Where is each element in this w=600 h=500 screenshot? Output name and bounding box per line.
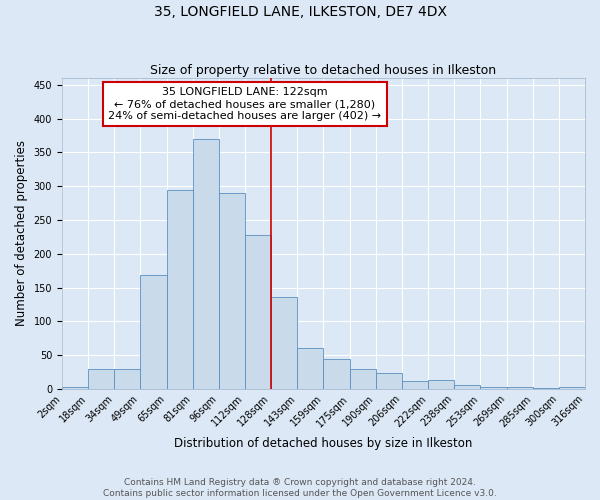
Bar: [481, 387, 506, 389]
Bar: [140, 276, 167, 389]
Bar: [88, 369, 114, 389]
Bar: [454, 386, 481, 389]
Bar: [219, 193, 245, 389]
Bar: [323, 359, 350, 389]
X-axis label: Distribution of detached houses by size in Ilkeston: Distribution of detached houses by size …: [174, 437, 473, 450]
Bar: [193, 139, 219, 389]
Bar: [297, 348, 323, 389]
Bar: [167, 190, 193, 389]
Y-axis label: Number of detached properties: Number of detached properties: [15, 140, 28, 326]
Bar: [428, 380, 454, 389]
Title: Size of property relative to detached houses in Ilkeston: Size of property relative to detached ho…: [151, 64, 497, 77]
Bar: [559, 388, 585, 389]
Bar: [506, 388, 533, 389]
Bar: [402, 382, 428, 389]
Text: 35, LONGFIELD LANE, ILKESTON, DE7 4DX: 35, LONGFIELD LANE, ILKESTON, DE7 4DX: [154, 5, 446, 19]
Bar: [62, 388, 88, 389]
Text: 35 LONGFIELD LANE: 122sqm
← 76% of detached houses are smaller (1,280)
24% of se: 35 LONGFIELD LANE: 122sqm ← 76% of detac…: [109, 88, 382, 120]
Text: Contains HM Land Registry data ® Crown copyright and database right 2024.
Contai: Contains HM Land Registry data ® Crown c…: [103, 478, 497, 498]
Bar: [245, 235, 271, 389]
Bar: [533, 388, 559, 389]
Bar: [114, 369, 140, 389]
Bar: [376, 372, 402, 389]
Bar: [271, 297, 297, 389]
Bar: [350, 369, 376, 389]
